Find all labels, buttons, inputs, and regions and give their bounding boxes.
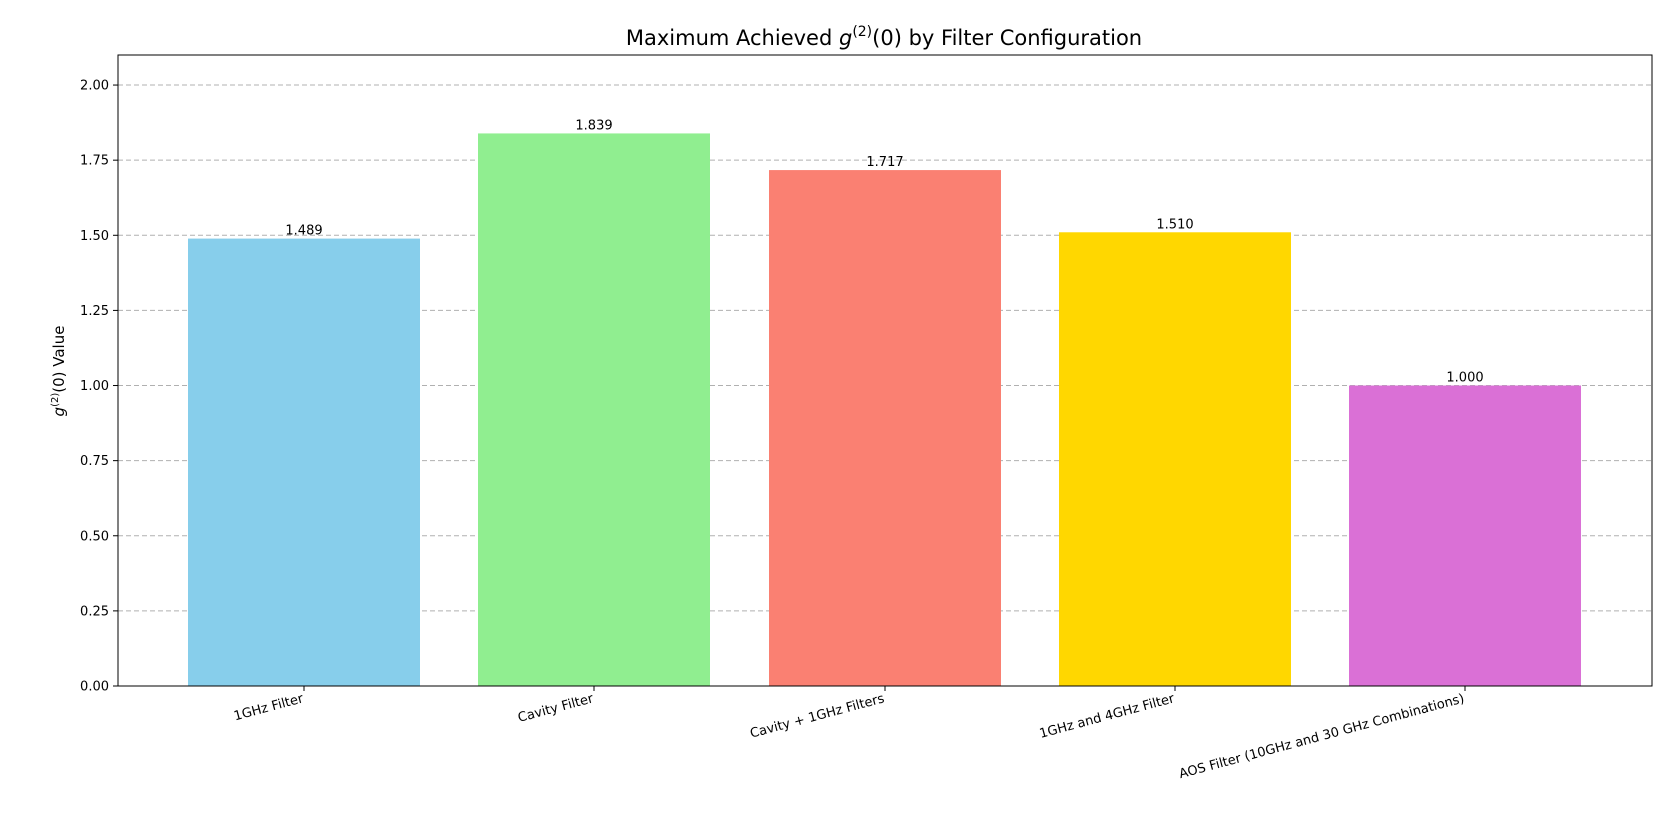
- chart-title-prefix: Maximum Achieved: [626, 26, 839, 50]
- bars: [188, 133, 1581, 687]
- bar-value-label: 1.839: [575, 118, 612, 133]
- bar-value-label: 1.000: [1446, 371, 1483, 386]
- y-tick-label: 1.25: [80, 304, 109, 319]
- y-tick-label: 0.75: [80, 454, 109, 469]
- bar-value-label: 1.510: [1156, 217, 1193, 232]
- y-axis-label: g(2)(0) Value: [50, 326, 68, 417]
- y-axis-label-suffix: (0) Value: [50, 326, 68, 393]
- y-axis-label-symbol: g: [50, 407, 68, 417]
- y-tick-label: 2.00: [80, 79, 109, 94]
- y-tick-label: 0.00: [80, 680, 109, 695]
- bar-value-label: 1.489: [285, 224, 322, 239]
- bar-value-label: 1.717: [866, 155, 903, 170]
- chart-title-superscript: (2): [852, 24, 872, 40]
- y-tick-label: 0.50: [80, 529, 109, 544]
- bar: [769, 170, 1001, 686]
- y-tick-label: 1.50: [80, 229, 109, 244]
- chart-title-symbol: g: [839, 26, 852, 50]
- bar: [1349, 385, 1581, 686]
- plot-frame: [117, 54, 1653, 687]
- y-axis-label-superscript: (2): [50, 393, 61, 407]
- bar: [188, 238, 420, 687]
- bar: [478, 133, 710, 686]
- bar: [1059, 232, 1291, 686]
- chart-title: Maximum Achieved g(2)(0) by Filter Confi…: [626, 24, 1142, 50]
- y-tick-label: 1.00: [80, 379, 109, 394]
- y-tick-label: 1.75: [80, 154, 109, 169]
- bar-value-labels: 1.489 1.839 1.717 1.510 1.000: [285, 118, 1483, 385]
- chart-title-suffix: (0) by Filter Configuration: [872, 26, 1142, 50]
- y-axis-ticks: 0.00 0.25 0.50 0.75 1.00 1.25 1.50 1.75 2.00: [80, 79, 118, 695]
- y-tick-label: 0.25: [80, 604, 109, 619]
